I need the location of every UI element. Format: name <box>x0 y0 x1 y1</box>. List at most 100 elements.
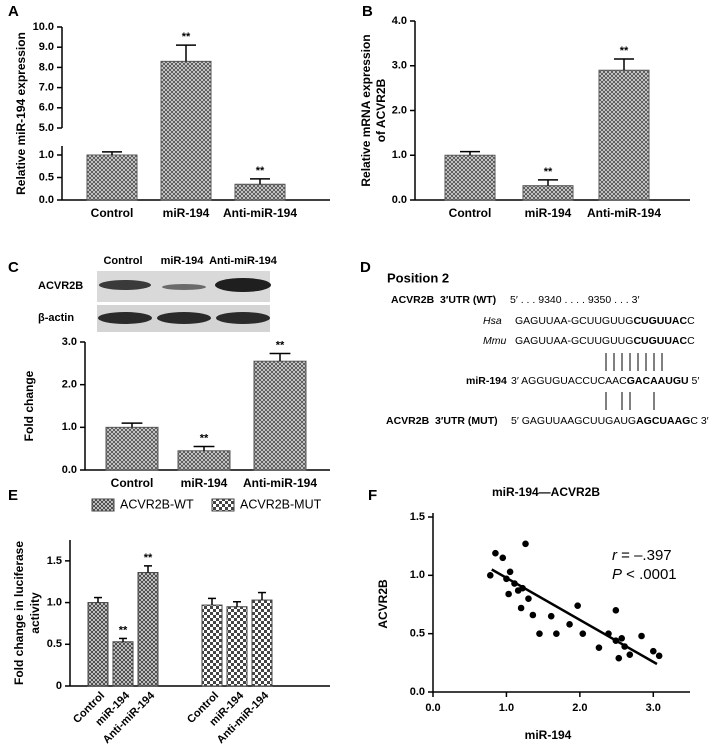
sequence: 5′ GAGUUAAGCUUGAUGAGCUAAGC 3′ <box>511 415 709 427</box>
blot-band <box>215 278 271 292</box>
y-tick-label: 2.0 <box>392 104 407 116</box>
sequence-label: ACVR2B 3′UTR (MUT) <box>386 415 498 427</box>
x-tick-label: Control <box>111 476 154 490</box>
sequence-part: 3′ AGGUGUACCUCAAC <box>511 375 627 387</box>
stat-annotation: P < .0001 <box>612 566 677 583</box>
stat-symbol: r <box>612 547 618 564</box>
error-bar <box>121 422 143 428</box>
point <box>626 651 634 658</box>
y-tick-label: 2.0 <box>62 379 77 391</box>
x-tick-label: miR-194 <box>163 206 210 220</box>
error-bar <box>460 150 480 156</box>
sequence-part: CUGUUAC <box>633 315 687 327</box>
significance-label: ** <box>544 166 553 178</box>
y-tick-label: 9.0 <box>39 41 54 53</box>
lane-label: Anti-miR-194 <box>209 255 278 267</box>
bar <box>522 185 574 201</box>
y-tick-label: 6.0 <box>39 102 54 114</box>
x-tick-label: miR-194 <box>525 206 572 220</box>
error-bar <box>614 58 634 71</box>
blot-band <box>99 280 151 290</box>
bar <box>251 599 273 687</box>
sequence: GAGUUAA-GCUUGUUGCUGUUACC <box>515 315 695 327</box>
panel-label: A <box>8 3 19 20</box>
y-tick-label: 0.0 <box>39 194 54 206</box>
bar <box>87 602 109 687</box>
point <box>612 607 620 614</box>
x-tick-label: Anti-miR-194 <box>587 206 661 220</box>
error-bar <box>208 597 216 606</box>
bar <box>444 154 496 201</box>
blot-band <box>216 312 270 324</box>
sequence-part: C <box>687 335 695 347</box>
sequence-part: AGCUAAG <box>636 415 690 427</box>
bar <box>112 641 134 687</box>
legend-swatch <box>211 498 235 512</box>
y-tick-label: 0.0 <box>62 464 77 476</box>
sequence: 5′ . . . 9340 . . . . 9350 . . . 3′ <box>510 294 639 306</box>
sequence-part: GAGUUAA-GCUUGUUG <box>515 315 633 327</box>
stat-annotation: r = –.397 <box>612 547 672 564</box>
y-tick-label: 1.5 <box>47 555 62 567</box>
error-bar <box>538 179 558 186</box>
x-tick-label: Control <box>449 206 492 220</box>
y-axis-label: activity <box>28 592 42 634</box>
bar <box>598 69 650 201</box>
blot-row-label: ACVR2B <box>38 280 83 292</box>
y-tick-label: 1.0 <box>392 149 407 161</box>
point <box>506 568 514 576</box>
bar <box>253 360 307 471</box>
x-tick-label: Anti-miR-194 <box>223 206 297 220</box>
sequence-part: GACAAUGU <box>627 375 689 387</box>
error-bar <box>119 637 127 642</box>
significance-label: ** <box>256 165 265 177</box>
blot-band <box>157 312 211 324</box>
legend-label: ACVR2B-MUT <box>240 497 322 511</box>
significance-label: ** <box>182 31 191 43</box>
y-tick-label: 0.5 <box>410 628 425 640</box>
error-bar <box>250 178 270 185</box>
sequence-part: C <box>687 315 695 327</box>
point <box>595 644 603 651</box>
y-tick-label: 1.0 <box>62 421 77 433</box>
y-tick-label: 5.0 <box>39 122 54 134</box>
sequence-label: Mmu <box>483 335 506 347</box>
x-tick-label: 1.0 <box>499 702 514 714</box>
chart-title: miR-194—ACVR2B <box>492 485 600 499</box>
x-tick-label: 3.0 <box>646 702 661 714</box>
sequence-part: 5′ GAGUUAAGCUUGAUG <box>511 415 636 427</box>
significance-label: ** <box>200 432 209 444</box>
point <box>574 602 581 609</box>
sequence: 3′ AGGUGUACCUCAACGACAAUGU 5′ <box>511 375 699 387</box>
bar <box>86 154 138 201</box>
sequence-part: 5′ <box>689 375 700 387</box>
point <box>517 604 525 612</box>
significance-label: ** <box>144 552 153 564</box>
point <box>566 621 573 628</box>
point <box>547 612 555 620</box>
sequence-label: miR-194 <box>466 375 507 387</box>
point <box>655 652 663 660</box>
y-tick-label: 0 <box>56 680 62 692</box>
point <box>522 540 529 548</box>
error-bar <box>233 600 241 607</box>
sequence-part: GAGUUAA-GCUUGUUG <box>515 335 633 347</box>
stat-text: = –.397 <box>617 547 672 564</box>
y-tick-label: 0.5 <box>47 638 62 650</box>
sequence-part: C 3′ <box>690 415 708 427</box>
legend-swatch <box>91 498 115 512</box>
y-axis-label: Fold change <box>22 370 36 441</box>
error-bar <box>193 445 215 451</box>
bar <box>137 572 159 687</box>
panel-label: F <box>368 487 377 504</box>
x-axis-label: miR-194 <box>525 728 572 742</box>
lane-label: Control <box>103 255 142 267</box>
y-tick-label: 7.0 <box>39 82 54 94</box>
point <box>553 630 560 637</box>
y-axis-label: Fold change in luciferase <box>12 541 26 685</box>
lane-label: miR-194 <box>161 255 205 267</box>
sequence: GAGUUAA-GCUUGUUGCUGUUACC <box>515 335 695 347</box>
error-bar <box>94 596 102 603</box>
y-tick-label: 3.0 <box>62 336 77 348</box>
panel-label: D <box>360 259 371 276</box>
